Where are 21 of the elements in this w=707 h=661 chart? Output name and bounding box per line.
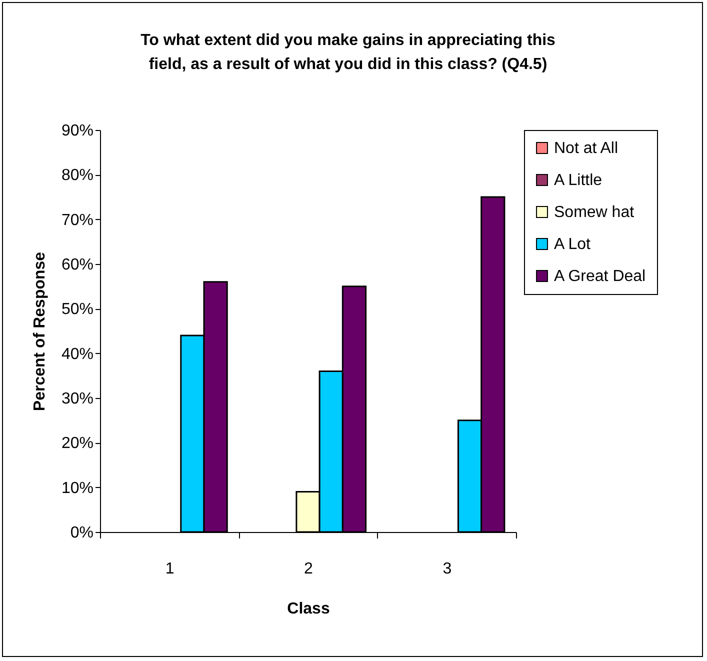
y-tick-label: 0%	[70, 524, 94, 542]
legend-label: Somew hat	[554, 204, 635, 221]
x-tick-label: 1	[165, 560, 174, 578]
y-tick-label: 50%	[61, 301, 94, 318]
x-tick-label: 2	[304, 560, 314, 578]
y-tick-label: 40%	[61, 346, 94, 363]
y-tick-label: 90%	[61, 122, 94, 140]
legend-label: A Lot	[554, 236, 592, 253]
y-axis-title: Percent of Response	[31, 252, 48, 412]
legend-label: A Little	[554, 172, 602, 189]
x-axis-title: Class	[287, 600, 330, 618]
chart-title: To what extent did you make gains in appreciating this field, as a result of what you did in this class? (Q4.5)	[140, 32, 556, 73]
y-tick-label: 10%	[61, 480, 94, 497]
y-tick-label: 20%	[61, 435, 94, 452]
y-tick-label: 30%	[61, 390, 94, 408]
y-tick-label: 70%	[61, 212, 94, 229]
legend-label: Not at All	[554, 140, 618, 157]
y-tick-label: 60%	[61, 256, 94, 274]
legend-label: A Great Deal	[554, 268, 646, 285]
y-tick-label: 80%	[61, 167, 94, 184]
x-tick-label: 3	[442, 560, 452, 578]
